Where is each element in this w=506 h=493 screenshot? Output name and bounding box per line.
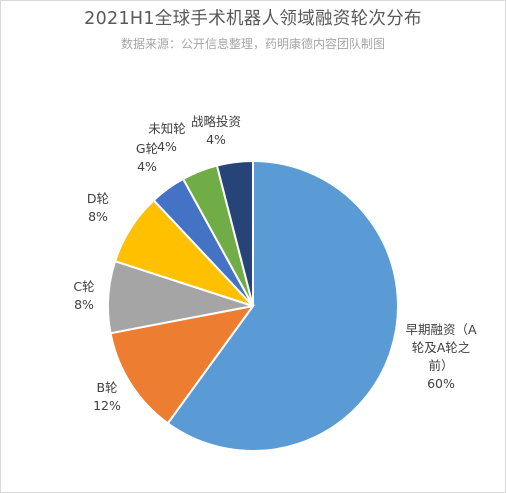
data-label-5: G轮 4% [136, 141, 158, 174]
data-label-category: C轮 [73, 279, 94, 294]
data-label-category: D轮 [87, 191, 109, 206]
data-label-category: 早期融资（A [405, 322, 477, 337]
data-label-category: B轮 [96, 380, 117, 395]
pie-slice-7 [215, 159, 254, 307]
pie-slice-1 [166, 159, 399, 452]
chart-title: 2021H1全球手术机器人领域融资轮次分布 [84, 9, 422, 29]
data-label-category: 未知轮 [148, 121, 186, 136]
data-label-7: 战略投资 4% [191, 114, 241, 147]
data-label-category: 战略投资 [191, 114, 241, 129]
data-label-6: 未知轮 4% [148, 121, 186, 154]
data-label-2: B轮 12% [93, 380, 121, 413]
data-label-value: 4% [206, 132, 226, 147]
data-label-value: 4% [137, 159, 157, 174]
chart-subtitle: 数据来源：公开信息整理，药明康德内容团队制图 [120, 37, 385, 51]
data-label-value: 12% [93, 398, 121, 413]
data-label-category: G轮 [136, 141, 158, 156]
data-label-category: 前） [428, 358, 453, 373]
data-label-3: C轮 8% [73, 279, 94, 312]
data-label-value: 4% [157, 139, 177, 154]
pie-slice-2 [109, 304, 256, 425]
data-label-value: 8% [74, 297, 94, 312]
data-label-category: 轮及A轮之 [412, 340, 471, 355]
data-label-value: 8% [88, 209, 108, 224]
data-label-value: 60% [427, 376, 455, 391]
data-label-4: D轮 8% [87, 191, 109, 224]
